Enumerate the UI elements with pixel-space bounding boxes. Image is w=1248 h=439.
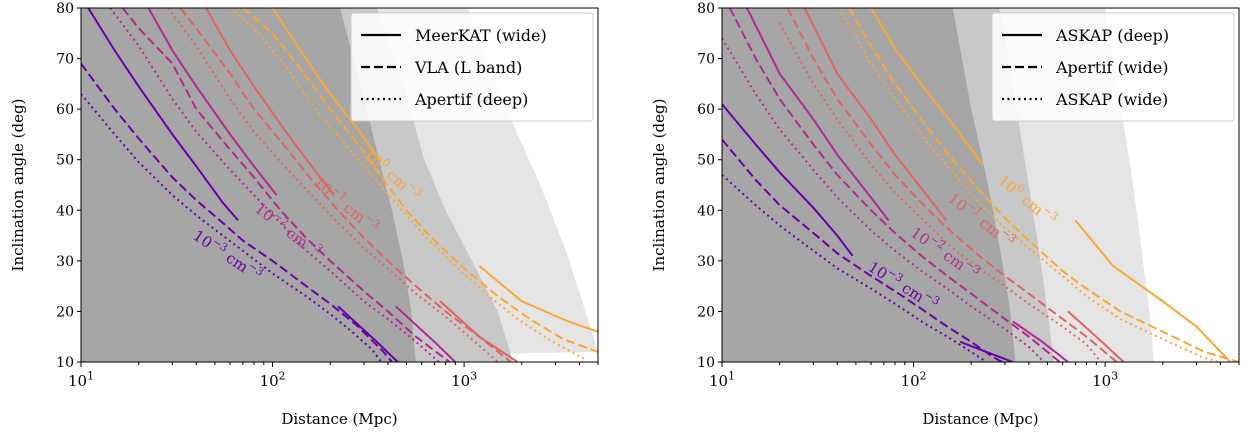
legend-label: ASKAP (wide) (1055, 90, 1168, 109)
series-line (1074, 219, 1231, 362)
y-axis-label: Inclination angle (deg) (650, 99, 668, 272)
density-label: 10−3 cm−3 (190, 224, 267, 285)
series-line (870, 8, 984, 166)
series-line (81, 63, 393, 362)
series-line (848, 8, 1239, 362)
y-tick-label: 30 (697, 254, 715, 270)
x-tick-label: 101 (68, 369, 94, 390)
series-line (786, 8, 1118, 362)
legend-label: Apertif (deep) (414, 90, 528, 109)
series-line (722, 138, 1003, 362)
series-line (1012, 320, 1069, 362)
legend-box (991, 12, 1235, 122)
series-line (109, 8, 440, 362)
y-tick-label: 50 (697, 153, 715, 169)
series-line (205, 8, 336, 196)
x-tick-label: 103 (1092, 369, 1118, 390)
series-line (722, 103, 854, 257)
x-axis-label: Distance (Mpc) (281, 410, 397, 428)
y-tick-label: 50 (56, 153, 74, 169)
y-tick-label: 40 (56, 203, 74, 219)
y-tick-label: 20 (697, 304, 715, 320)
series-line (722, 174, 987, 362)
y-tick-label: 10 (56, 355, 74, 371)
y-tick-label: 80 (56, 1, 74, 17)
series-line (121, 8, 451, 362)
series-line (242, 8, 598, 353)
legend-label: MeerKAT (wide) (415, 26, 547, 45)
series-line (722, 37, 1045, 362)
density-label-text: 10−3 cm−3 (190, 224, 267, 285)
legend-label: ASKAP (deep) (1055, 26, 1169, 45)
x-tick-label: 102 (260, 369, 286, 390)
series-line (1067, 310, 1125, 362)
x-tick-label: 101 (709, 369, 735, 390)
y-tick-label: 70 (56, 52, 74, 68)
series-line (167, 8, 499, 362)
series-line (838, 8, 1219, 362)
series-line (337, 305, 399, 362)
legend-label: Apertif (wide) (1055, 58, 1168, 77)
x-tick-label: 102 (901, 369, 927, 390)
series-line (729, 8, 1061, 362)
plot-frame (80, 7, 599, 363)
y-tick-label: 30 (56, 254, 74, 270)
y-tick-label: 60 (56, 102, 74, 118)
series-line (87, 8, 239, 222)
series-line (179, 8, 512, 362)
legend: ASKAP (deep) Apertif (wide) ASKAP (wide) (991, 12, 1235, 122)
series-line (746, 8, 890, 222)
legend: MeerKAT (wide) VLA (L band) Apertif (deep) (350, 12, 594, 122)
y-tick-label: 40 (697, 203, 715, 219)
series-line (395, 305, 456, 362)
y-tick-label: 10 (697, 355, 715, 371)
x-axis-label: Distance (Mpc) (922, 410, 1038, 428)
legend-label: VLA (L band) (414, 58, 522, 77)
x-tick-label: 103 (451, 369, 477, 390)
y-tick-label: 80 (697, 1, 715, 17)
y-tick-label: 70 (697, 52, 715, 68)
series-line (229, 8, 586, 361)
legend-box (350, 12, 594, 122)
y-axis-label: Inclination angle (deg) (9, 99, 27, 272)
series-line (81, 93, 383, 362)
series-line (147, 8, 278, 196)
y-tick-label: 60 (697, 102, 715, 118)
y-tick-label: 20 (56, 304, 74, 320)
series-line (478, 265, 598, 333)
series-line (803, 8, 947, 222)
plot-frame (721, 7, 1240, 363)
series-line (271, 8, 380, 161)
